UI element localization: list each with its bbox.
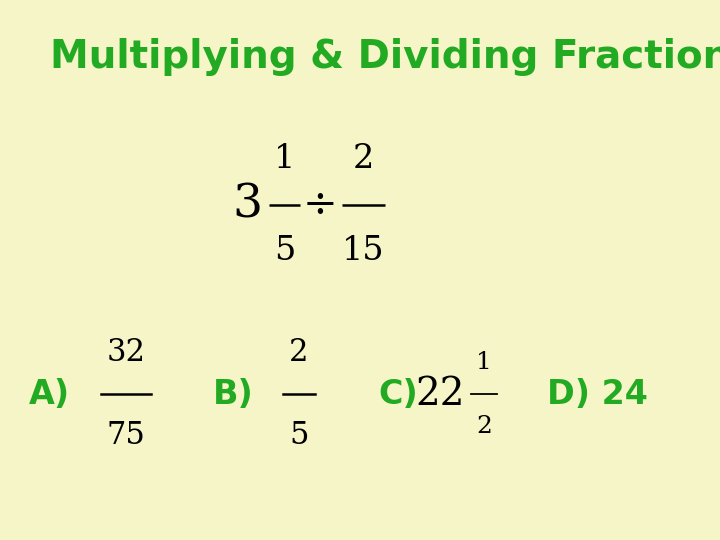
Text: 3: 3	[233, 183, 263, 228]
Text: 2: 2	[476, 415, 492, 438]
Text: A): A)	[29, 377, 70, 411]
Text: Multiplying & Dividing Fractions 200: Multiplying & Dividing Fractions 200	[50, 38, 720, 76]
Text: 2: 2	[289, 338, 309, 368]
Text: D) 24: D) 24	[547, 377, 648, 411]
Text: 22: 22	[415, 376, 464, 413]
Text: 1: 1	[274, 144, 295, 176]
Text: 2: 2	[353, 144, 374, 176]
Text: 32: 32	[107, 338, 145, 368]
Text: B): B)	[212, 377, 253, 411]
Text: C): C)	[378, 377, 418, 411]
Text: 1: 1	[476, 350, 492, 374]
Text: 5: 5	[274, 235, 295, 267]
Text: 75: 75	[107, 420, 145, 451]
Text: ÷: ÷	[303, 184, 338, 226]
Text: 15: 15	[342, 235, 385, 267]
Text: 5: 5	[289, 420, 309, 451]
